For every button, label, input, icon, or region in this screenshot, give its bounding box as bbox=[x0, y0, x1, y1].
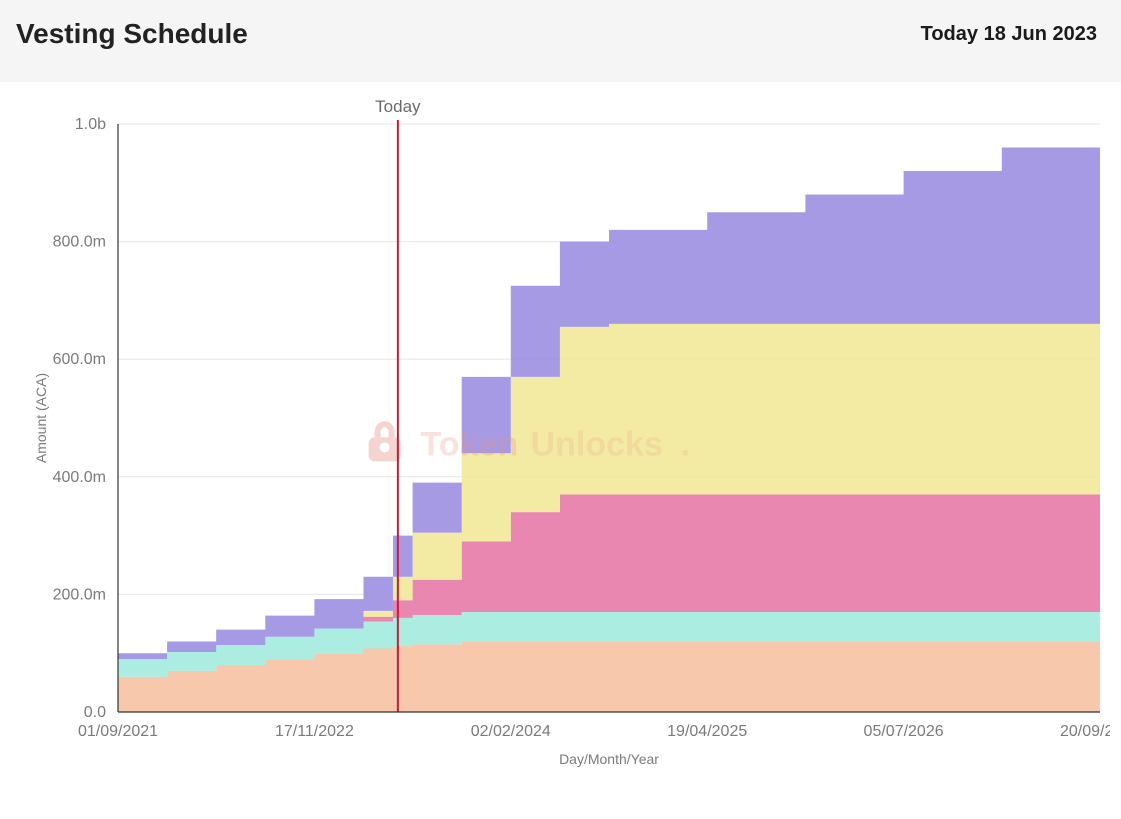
page-title: Vesting Schedule bbox=[16, 18, 248, 50]
header: Vesting Schedule Today 18 Jun 2023 bbox=[0, 0, 1121, 82]
x-tick-label: 20/09/2027 bbox=[1060, 723, 1110, 740]
watermark-text-1: Token bbox=[421, 425, 519, 463]
y-tick-label: 800.0m bbox=[53, 234, 106, 251]
vesting-chart: 0.0 200.0m 400.0m 600.0m 800.0m 1.0b Amount (A… bbox=[10, 92, 1110, 812]
y-tick-label: 200.0m bbox=[53, 586, 106, 603]
x-tick-label: 05/07/2026 bbox=[864, 723, 944, 740]
y-axis-label: Amount (ACA) bbox=[33, 373, 49, 463]
x-tick-label: 02/02/2024 bbox=[471, 723, 551, 740]
today-date: Today 18 Jun 2023 bbox=[921, 23, 1097, 46]
watermark-text-2: Unlocks bbox=[531, 425, 663, 463]
x-tick-label: 19/04/2025 bbox=[667, 723, 747, 740]
watermark-lock-icon bbox=[369, 421, 401, 461]
x-tick-label: 01/09/2021 bbox=[78, 723, 158, 740]
y-tick-label: 400.0m bbox=[53, 469, 106, 486]
watermark-dot: . bbox=[681, 425, 690, 463]
y-tick-label: 0.0 bbox=[84, 704, 106, 721]
x-axis-label: Day/Month/Year bbox=[559, 751, 659, 767]
x-tick-label: 17/11/2022 bbox=[275, 723, 354, 740]
y-tick-label: 600.0m bbox=[53, 351, 106, 368]
today-marker-label: Today bbox=[375, 97, 421, 116]
y-tick-label: 1.0b bbox=[75, 116, 106, 133]
chart-container: 0.0 200.0m 400.0m 600.0m 800.0m 1.0b Amount (A… bbox=[0, 82, 1121, 812]
